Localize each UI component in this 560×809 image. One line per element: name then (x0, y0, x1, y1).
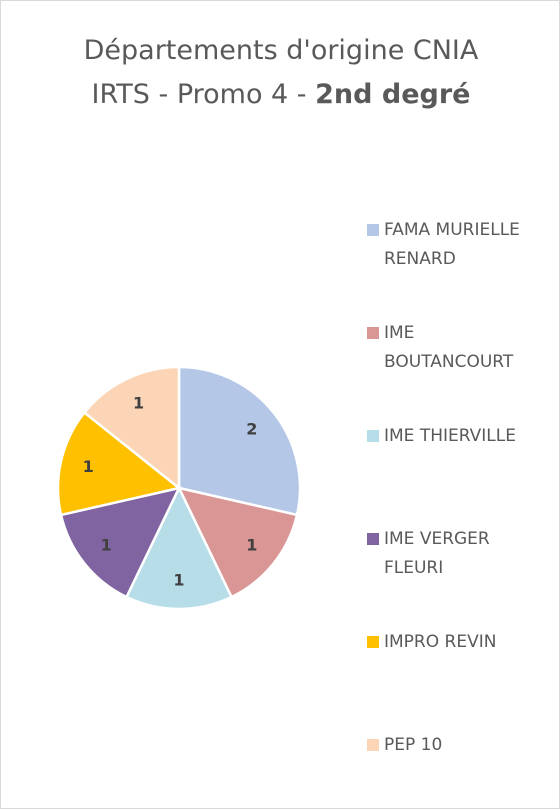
data-label: 2 (246, 419, 257, 438)
pie-slice (176, 486, 299, 599)
data-label: 1 (83, 457, 94, 476)
pie-slice (59, 486, 182, 599)
pie-slice (82, 365, 181, 491)
legend-swatch (367, 739, 379, 751)
legend-item: IMPRO REVIN (367, 628, 537, 657)
data-label: 1 (173, 571, 184, 590)
legend-label: IMPRO REVIN (384, 632, 497, 652)
data-label: 1 (101, 536, 112, 555)
legend-item: IME VERGER FLEURI (367, 525, 537, 583)
legend-swatch (367, 327, 379, 339)
legend-swatch (367, 636, 379, 648)
legend-item: IME BOUTANCOURT (367, 319, 537, 377)
legend-item: PEP 10 (367, 731, 537, 760)
data-label: 1 (133, 394, 144, 413)
title-part: Départements d'origine CNIA IRTS - Promo… (83, 35, 479, 110)
legend-swatch (367, 533, 379, 545)
pie-slice (124, 485, 234, 611)
legend-item: FAMA MURIELLE RENARD (367, 216, 537, 274)
pie-slice (56, 410, 182, 517)
legend-label: IME BOUTANCOURT (384, 323, 514, 372)
legend-label: IME VERGER FLEURI (384, 529, 490, 578)
legend-label: IME THIERVILLE (384, 426, 516, 446)
legend-label: PEP 10 (384, 735, 443, 755)
legend-label: FAMA MURIELLE RENARD (384, 220, 520, 269)
legend-swatch (367, 224, 379, 236)
pie-slice (177, 365, 302, 517)
title-bold-part: 2nd degré (315, 79, 471, 110)
legend-item: IME THIERVILLE (367, 422, 537, 451)
data-label: 1 (246, 536, 257, 555)
legend-swatch (367, 430, 379, 442)
chart-title: Départements d'origine CNIA IRTS - Promo… (61, 29, 501, 117)
